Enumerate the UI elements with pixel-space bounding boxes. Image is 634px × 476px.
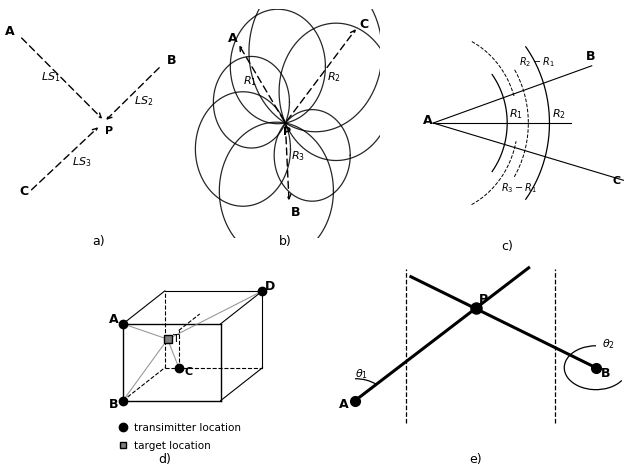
Text: $R_2-R_1$: $R_2-R_1$ xyxy=(519,55,555,69)
Text: D: D xyxy=(265,279,276,292)
Text: $\theta_1$: $\theta_1$ xyxy=(355,367,368,380)
Text: $R_3-R_1$: $R_3-R_1$ xyxy=(500,180,536,194)
Text: e): e) xyxy=(469,452,482,465)
Text: $R_2$: $R_2$ xyxy=(327,70,341,84)
Text: C: C xyxy=(359,18,368,31)
Text: transimitter location: transimitter location xyxy=(134,422,241,432)
Text: B: B xyxy=(291,205,301,218)
Text: P: P xyxy=(105,126,113,136)
Text: B: B xyxy=(167,54,176,67)
Text: B: B xyxy=(109,397,119,410)
Text: T: T xyxy=(173,334,180,344)
Text: P: P xyxy=(479,292,488,305)
Text: A: A xyxy=(423,114,432,127)
Text: $R_1$: $R_1$ xyxy=(242,74,257,88)
Text: c): c) xyxy=(501,239,513,252)
Text: B: B xyxy=(585,50,595,63)
Text: P: P xyxy=(283,127,292,137)
Text: $LS_1$: $LS_1$ xyxy=(41,70,61,84)
Text: A: A xyxy=(5,25,15,38)
Text: C: C xyxy=(20,185,29,198)
Text: $R_2$: $R_2$ xyxy=(552,107,566,121)
Text: target location: target location xyxy=(134,440,211,450)
Text: d): d) xyxy=(158,452,171,465)
Text: C: C xyxy=(613,175,621,185)
Text: B: B xyxy=(601,367,610,380)
Text: $R_1$: $R_1$ xyxy=(509,107,523,121)
Text: A: A xyxy=(339,397,349,410)
Text: $LS_2$: $LS_2$ xyxy=(134,94,153,108)
Text: $LS_3$: $LS_3$ xyxy=(72,155,91,169)
Text: A: A xyxy=(109,312,119,325)
Text: A: A xyxy=(228,31,238,44)
Text: $\theta_2$: $\theta_2$ xyxy=(602,336,615,350)
Text: a): a) xyxy=(92,235,105,248)
Text: C: C xyxy=(184,367,193,377)
Text: $R_3$: $R_3$ xyxy=(291,149,305,163)
Text: b): b) xyxy=(279,235,292,248)
